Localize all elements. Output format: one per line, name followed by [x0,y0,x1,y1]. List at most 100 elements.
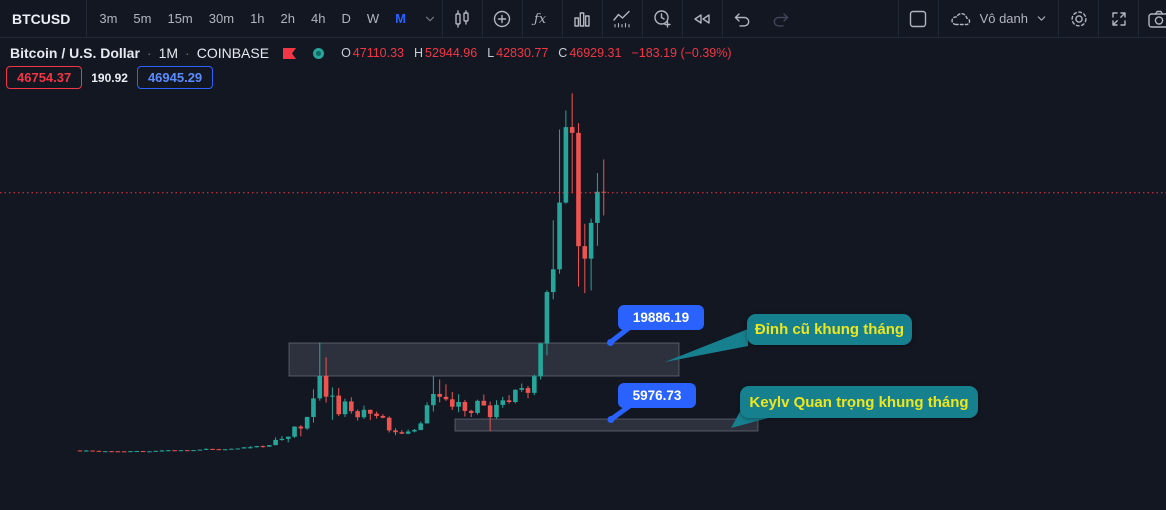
candle-body [235,448,241,450]
toolbar-separator [721,0,723,38]
candle-body [525,388,531,393]
candle-body [178,450,184,452]
callout-key-level-monthly[interactable]: Keylv Quan trọng khung tháng [740,386,978,418]
legend-symbol-title[interactable]: Bitcoin / U.S. Dollar [10,45,140,61]
fullscreen-icon[interactable] [1099,0,1138,38]
candle-body [210,448,215,450]
candle-body [292,426,297,437]
timeframe-group: 3m 5m 15m 30m 1h 2h 4h D W M [87,0,418,37]
candle-body [102,451,108,453]
candle-body [494,404,499,418]
candle-body [576,132,581,247]
chart-style-candles-icon[interactable] [443,0,482,38]
timeframe-1h[interactable]: 1h [242,0,272,37]
toolbar-separator [1138,0,1139,38]
old-top-supply-zone[interactable] [288,342,680,377]
camera-snapshot-icon[interactable] [1139,0,1166,38]
candle-body [380,415,386,418]
candle-body [330,395,335,397]
candle-body [166,450,171,452]
candle-body [475,400,480,413]
timeframe-2h[interactable]: 2h [273,0,303,37]
price-label-high[interactable]: 19886.19 [618,305,704,330]
toolbar-separator [641,0,643,38]
candle-body [500,400,506,405]
indicators-fx-icon[interactable]: ƒx [523,0,562,38]
callout-old-top-monthly[interactable]: Đỉnh cũ khung tháng [747,314,912,345]
timeframe-D[interactable]: D [333,0,358,37]
timeframe-M[interactable]: M [387,0,414,37]
user-menu[interactable]: Vô danh [939,0,1058,37]
candle-body [418,423,424,430]
redo-icon[interactable] [762,0,801,38]
candle-body [128,451,133,453]
candle-body [449,399,455,407]
bar-replay-icon[interactable] [683,0,722,38]
candle-body [595,191,600,223]
legend-exchange: COINBASE [196,45,270,61]
patterns-icon[interactable] [603,0,642,38]
candle-body [468,410,474,413]
low-label: L [487,46,495,60]
timeframe-W[interactable]: W [359,0,387,37]
candle-body [336,395,342,415]
interval-dropdown-chevron[interactable] [418,0,442,38]
toolbar-separator [521,0,523,38]
candle-body [197,449,203,451]
candle-body [147,451,152,453]
candle-body [405,431,411,434]
candle-body [462,402,468,411]
alert-clock-icon[interactable] [643,0,682,38]
candle-body [77,450,83,452]
sell-price-button[interactable]: 46754.37 [6,66,83,89]
settings-gear-icon[interactable] [1059,0,1098,38]
legend-separator: · [146,45,152,61]
spread-value: 190.92 [91,70,128,85]
candle-body [374,413,379,416]
timeframe-3m[interactable]: 3m [91,0,125,37]
candle-body [216,449,222,451]
candle-body [487,405,493,418]
financials-bars-icon[interactable] [563,0,602,38]
timeframe-5m[interactable]: 5m [125,0,159,37]
symbol-search-button[interactable]: BTCUSD [0,0,86,37]
candle-body [172,450,177,452]
top-toolbar: BTCUSD 3m 5m 15m 30m 1h 2h 4h D W M ƒx [0,0,1166,38]
candle-body [355,411,360,418]
candle-body [399,432,405,434]
candle-body [431,393,436,406]
flag-icon[interactable] [283,47,297,59]
compare-add-icon[interactable] [483,0,522,38]
timeframe-4h[interactable]: 4h [303,0,333,37]
candle-body [386,417,392,431]
buy-price-button[interactable]: 46945.29 [136,66,214,89]
change-value: −183.19 (−0.39%) [631,46,732,60]
trade-panel: 46754.37 190.92 46945.29 [6,66,214,89]
toolbar-separator [561,0,563,38]
timeframe-30m[interactable]: 30m [201,0,242,37]
candle-body [109,451,114,453]
candle-body [121,451,127,453]
layout-select-icon[interactable] [899,0,938,38]
callout-tail [665,329,748,362]
candle-body [159,450,165,452]
key-level-zone[interactable] [454,418,759,432]
candle-body [569,127,575,133]
anchor-dot [607,339,614,346]
candle-body [203,448,209,450]
candle-body [481,400,487,406]
undo-icon[interactable] [723,0,762,38]
candle-body [563,127,569,203]
candle-body [513,389,518,403]
candle-body [519,388,524,390]
price-label-low[interactable]: 5976.73 [618,383,696,408]
candle-body [349,401,354,412]
market-status-icon[interactable] [313,47,325,59]
close-label: C [558,46,568,60]
toolbar-separator [601,0,603,38]
user-label: Vô danh [979,11,1028,26]
candle-body [285,436,291,439]
timeframe-15m[interactable]: 15m [159,0,200,37]
candle-body [544,292,550,344]
